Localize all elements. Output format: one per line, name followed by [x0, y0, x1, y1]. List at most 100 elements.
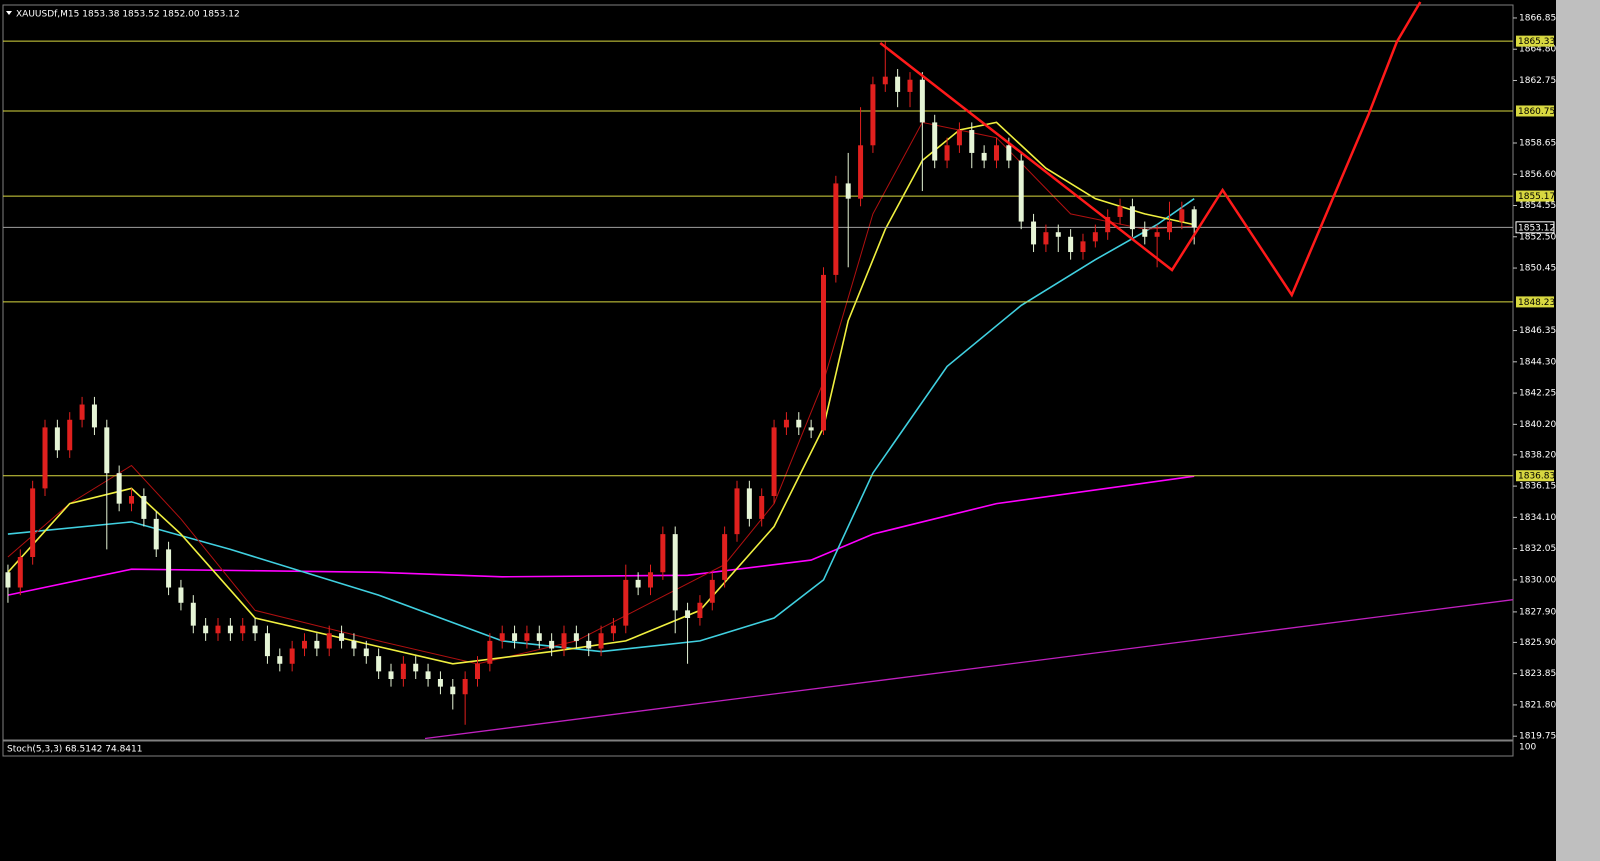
candle-body	[808, 427, 814, 431]
candle-body	[42, 427, 48, 489]
level-label: 1836.83	[1518, 472, 1555, 482]
y-tick-label: 1836.15	[1519, 482, 1556, 492]
candle-body	[1068, 236, 1074, 253]
candle-body	[1055, 232, 1061, 237]
candle-body	[400, 663, 406, 680]
candle-body	[475, 663, 481, 680]
y-tick-label: 1838.20	[1519, 450, 1556, 460]
candle-body	[993, 145, 999, 161]
y-tick-label: 1834.10	[1519, 513, 1556, 523]
candle-body	[240, 625, 246, 634]
level-label: 1860.75	[1518, 107, 1555, 117]
y-tick-label: 1864.80	[1519, 45, 1556, 55]
candle-body	[425, 671, 431, 680]
candle-body	[1105, 216, 1111, 233]
y-tick-label: 1830.00	[1519, 575, 1556, 585]
level-label-box	[1516, 470, 1554, 482]
candle-body	[549, 640, 555, 649]
candle-body	[129, 496, 135, 504]
candle-body	[660, 534, 666, 573]
level-label-box	[1516, 296, 1554, 308]
indicator-frame	[2, 740, 1514, 757]
candle-body	[30, 488, 36, 558]
candle-body	[573, 633, 579, 641]
candle-body	[178, 587, 184, 603]
candle-body	[1142, 229, 1148, 237]
candle-body	[487, 640, 493, 664]
candle-body	[363, 648, 369, 657]
candle-body	[981, 152, 987, 161]
candle-body	[190, 602, 196, 626]
indicator-tick-label: 100	[1519, 743, 1536, 753]
y-tick-label: 1850.45	[1519, 264, 1556, 274]
level-label: 1855.17	[1518, 192, 1555, 202]
candle-body	[462, 679, 468, 695]
level-label-box	[1516, 105, 1554, 117]
candle-body	[845, 183, 851, 199]
y-tick-label: 1852.50	[1519, 232, 1556, 242]
candle-body	[1179, 209, 1185, 222]
candle-body	[450, 686, 456, 695]
candle-body	[54, 427, 60, 451]
candle-body	[141, 496, 147, 519]
y-tick-label: 1846.35	[1519, 326, 1556, 336]
y-tick-label: 1823.85	[1519, 669, 1556, 679]
candle-body	[932, 122, 938, 161]
candle-body	[771, 427, 777, 497]
level-label-box	[1516, 35, 1554, 47]
candle-body	[413, 663, 419, 672]
candle-body	[289, 648, 295, 664]
candle-body	[1043, 232, 1049, 245]
candle-body	[1166, 221, 1172, 233]
candle-body	[833, 183, 839, 275]
candle-body	[203, 625, 209, 634]
candle-body	[314, 640, 320, 649]
candle-body	[783, 419, 789, 428]
candle-body	[1129, 206, 1135, 230]
level-label-box	[1516, 190, 1554, 202]
y-tick-label: 1825.90	[1519, 638, 1556, 648]
y-tick-label: 1856.60	[1519, 170, 1556, 180]
y-tick-label: 1862.75	[1519, 76, 1556, 86]
candle-body	[598, 633, 604, 649]
y-tick-label: 1842.25	[1519, 389, 1556, 399]
candle-body	[561, 633, 567, 649]
candle-body	[499, 633, 505, 641]
candle-body	[5, 572, 11, 588]
candle-body	[796, 419, 802, 428]
candle-body	[91, 404, 97, 428]
symbol-menu-icon[interactable]	[6, 11, 12, 15]
y-tick-label: 1844.30	[1519, 357, 1556, 367]
candle-body	[388, 671, 394, 680]
candle-body	[956, 130, 962, 146]
moving-average	[7, 121, 1195, 665]
candle-body	[277, 656, 283, 664]
indicator-label: Stoch(5,3,3) 68.5142 74.8411	[7, 745, 142, 755]
candle-body	[820, 274, 826, 431]
candle-body	[907, 79, 913, 92]
candle-body	[437, 679, 443, 687]
y-tick-label: 1819.75	[1519, 732, 1556, 742]
candle-body	[79, 404, 85, 420]
candle-body	[647, 572, 653, 588]
candle-body	[635, 579, 641, 588]
candle-body	[351, 640, 357, 649]
candle-body	[697, 602, 703, 619]
candle-body	[512, 633, 518, 641]
y-tick-label: 1832.05	[1519, 544, 1556, 554]
plot-frame	[2, 4, 1514, 741]
candle-body	[722, 534, 728, 580]
candle-body	[17, 557, 23, 588]
candle-body	[1117, 206, 1123, 217]
candle-body	[524, 633, 530, 641]
candle-body	[116, 473, 122, 504]
level-label-box	[1515, 221, 1555, 234]
chart-title: XAUUSDf,M15 1853.38 1853.52 1852.00 1853…	[16, 10, 240, 20]
candle-body	[858, 145, 864, 199]
candle-body	[1006, 145, 1012, 161]
candle-body	[326, 633, 332, 649]
candle-body	[1092, 232, 1098, 242]
